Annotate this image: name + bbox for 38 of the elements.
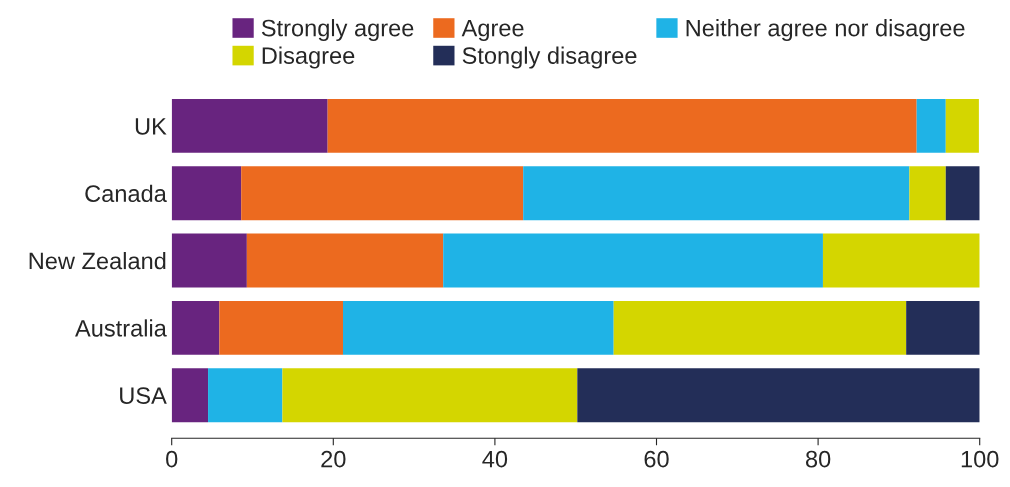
- bar: [916, 98, 946, 153]
- bar: [909, 166, 946, 221]
- bar: [523, 166, 910, 221]
- x-tick-label: 60: [644, 450, 669, 468]
- bar: [171, 98, 328, 153]
- y-tick-label: UK: [135, 118, 167, 135]
- x-tick-label: 40: [482, 450, 508, 468]
- x-tick-label: 80: [806, 450, 831, 468]
- bar: [945, 166, 980, 221]
- bar: [327, 98, 917, 153]
- bar: [945, 98, 979, 153]
- bar: [171, 300, 220, 355]
- legend-label: Disagree: [262, 46, 355, 69]
- y-tick-label: New Zealand: [29, 251, 166, 270]
- bar: [577, 368, 980, 423]
- bar: [822, 233, 980, 288]
- bar: [246, 233, 444, 288]
- legend-label: Stongly disagree: [462, 46, 637, 69]
- x-tick-label: 100: [961, 450, 999, 468]
- bar: [171, 166, 242, 221]
- bar: [613, 300, 907, 355]
- bar: [443, 233, 823, 288]
- bar: [282, 368, 578, 423]
- bar: [171, 233, 247, 288]
- y-tick-label: Australia: [75, 319, 167, 337]
- bar: [343, 300, 614, 355]
- bar: [906, 300, 980, 355]
- bar: [219, 300, 343, 355]
- x-tick-label: 0: [166, 450, 178, 468]
- bar: [208, 368, 283, 423]
- x-tick-label: 20: [321, 450, 346, 468]
- legend-label: Agree: [461, 19, 524, 42]
- legend-label: Neither agree nor disagree: [686, 19, 965, 42]
- y-tick-label: Canada: [85, 184, 167, 202]
- bar: [241, 166, 524, 221]
- bar: [171, 368, 209, 423]
- y-tick-label: USA: [120, 387, 167, 404]
- legend-label: Strongly agree: [261, 19, 414, 42]
